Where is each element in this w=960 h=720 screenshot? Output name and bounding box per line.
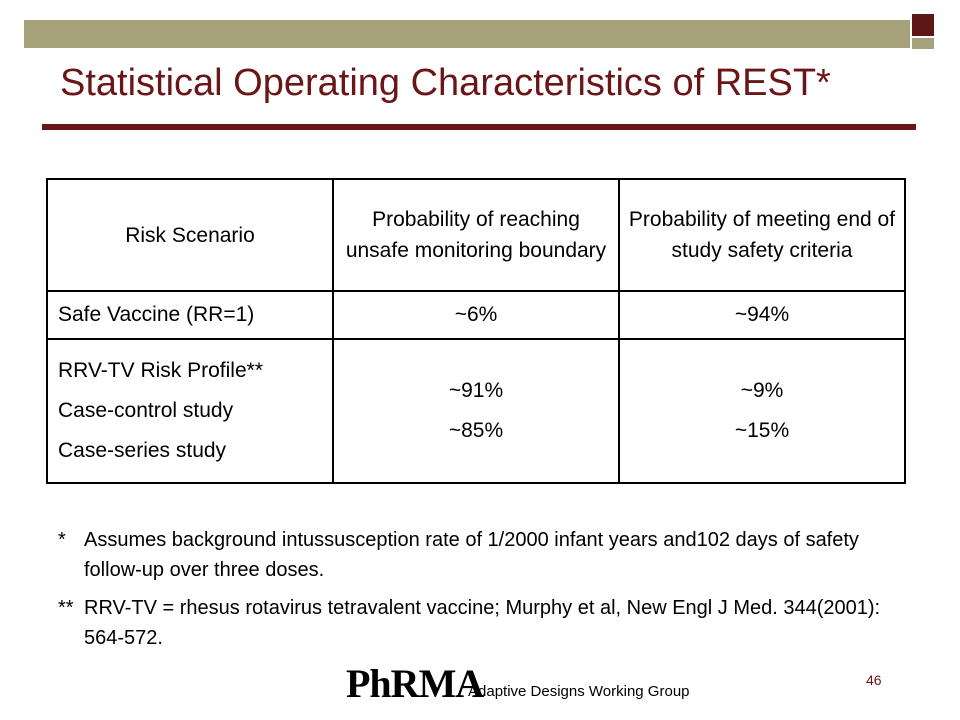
cell-unsafe: ~6% bbox=[332, 290, 620, 340]
header-decor-square-lower bbox=[912, 36, 934, 49]
header-safety-criteria: Probability of meeting end of study safe… bbox=[618, 178, 906, 292]
table-header-row: Risk Scenario Probability of reaching un… bbox=[46, 178, 906, 292]
value-line: ~9% bbox=[740, 379, 784, 402]
table-row: Safe Vaccine (RR=1) ~6% ~94% bbox=[46, 290, 906, 340]
cell-unsafe-multiline: ~91% ~85% bbox=[332, 338, 620, 484]
scenario-line: RRV-TV Risk Profile** bbox=[58, 359, 263, 382]
value-line: ~91% bbox=[448, 379, 504, 402]
header-decor-bar bbox=[24, 20, 910, 48]
cell-meeting-multiline: ~9% ~15% bbox=[618, 338, 906, 484]
slide-title: Statistical Operating Characteristics of… bbox=[60, 62, 831, 104]
scenario-line: Case-control study bbox=[58, 399, 234, 422]
cell-meeting: ~94% bbox=[618, 290, 906, 340]
footnote-text: Assumes background intussusception rate … bbox=[84, 529, 859, 581]
value-line: ~85% bbox=[448, 419, 504, 442]
cell-scenario: Safe Vaccine (RR=1) bbox=[46, 290, 334, 340]
header-unsafe-boundary: Probability of reaching unsafe monitorin… bbox=[332, 178, 620, 292]
footnote-mark: * bbox=[58, 529, 66, 551]
risk-table: Risk Scenario Probability of reaching un… bbox=[46, 178, 906, 484]
phrma-logo: PhRMA bbox=[346, 661, 484, 706]
header-decor-square bbox=[912, 14, 934, 36]
table-row: RRV-TV Risk Profile** Case-control study… bbox=[46, 338, 906, 484]
cell-scenario-multiline: RRV-TV Risk Profile** Case-control study… bbox=[46, 338, 334, 484]
footnotes: * Assumes background intussusception rat… bbox=[58, 525, 888, 653]
header-risk-scenario: Risk Scenario bbox=[46, 178, 334, 292]
footer-group-name: Adaptive Designs Working Group bbox=[468, 683, 690, 700]
footnote: ** RRV-TV = rhesus rotavirus tetravalent… bbox=[58, 593, 888, 653]
footnote: * Assumes background intussusception rat… bbox=[58, 525, 888, 585]
value-line: ~15% bbox=[734, 419, 790, 442]
footnote-mark: ** bbox=[58, 597, 74, 619]
scenario-line: Case-series study bbox=[58, 439, 227, 462]
page-number: 46 bbox=[866, 672, 882, 688]
footnote-text: RRV-TV = rhesus rotavirus tetravalent va… bbox=[84, 597, 881, 649]
title-underline bbox=[42, 124, 916, 130]
